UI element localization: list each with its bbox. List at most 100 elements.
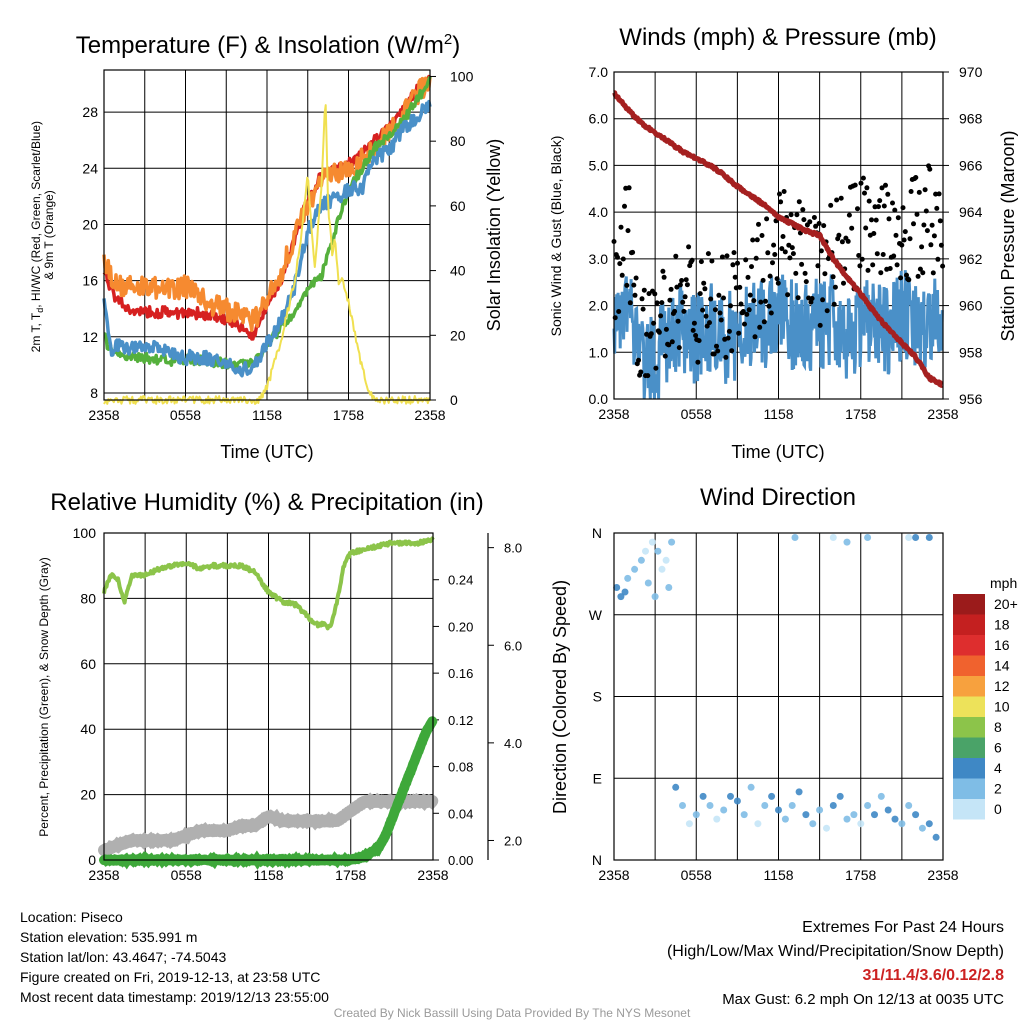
humidity-x-ticks: 2358 0558 1158 1758 2358 xyxy=(88,867,448,883)
gust-point xyxy=(803,279,809,285)
gust-point xyxy=(619,272,625,278)
legend-swatch xyxy=(953,676,985,697)
gust-point xyxy=(745,274,751,280)
gust-point xyxy=(880,252,886,257)
gust-point xyxy=(927,166,933,172)
extremes-subtitle: (High/Low/Max Wind/Precipitation/Snow De… xyxy=(666,943,1004,960)
gust-point xyxy=(787,255,793,261)
gust-point xyxy=(790,251,796,257)
gust-point xyxy=(667,297,673,303)
gust-point xyxy=(768,310,774,316)
winds-y2-ticks: 956 958 960 962 964 966 968 970 xyxy=(943,64,983,407)
gust-point xyxy=(856,253,862,258)
gust-point xyxy=(779,246,785,252)
gust-point xyxy=(772,252,778,257)
gust-point xyxy=(885,191,891,197)
temperature-xtick-label: 0558 xyxy=(170,407,201,423)
gust-point xyxy=(640,306,646,312)
humidity-y2-ticks: 0.00 0.04 0.08 0.12 0.16 0.20 0.24 xyxy=(433,573,473,868)
wind-direction-point xyxy=(829,802,837,809)
gust-point xyxy=(631,282,637,288)
gust-point xyxy=(871,231,877,236)
wind-direction-ytick-label: N xyxy=(592,852,602,868)
gust-point xyxy=(661,274,667,280)
gust-point xyxy=(646,291,652,297)
wind-direction-point xyxy=(925,534,933,541)
credit-text: Created By Nick Bassill Using Data Provi… xyxy=(333,1006,691,1020)
gust-point xyxy=(743,257,749,263)
temperature-xtick-label: 2358 xyxy=(414,407,445,423)
winds-y2tick-label: 970 xyxy=(959,64,983,80)
gust-point xyxy=(682,294,688,300)
temperature-plot-frame xyxy=(103,69,431,401)
wind-direction-point xyxy=(685,820,693,828)
gust-point xyxy=(641,287,647,293)
gust-point xyxy=(908,189,914,194)
gust-point xyxy=(690,327,696,333)
winds-ytick-label: 6.0 xyxy=(589,111,609,127)
wind-direction-x-ticks: 2358 0558 1158 1758 2358 xyxy=(598,867,958,883)
legend-label: 0 xyxy=(994,801,1002,817)
wind-direction-point xyxy=(857,820,865,828)
gust-point xyxy=(718,317,724,323)
gust-point xyxy=(754,237,760,243)
gust-point xyxy=(703,313,709,319)
legend-swatch xyxy=(953,799,985,820)
wind-direction-point xyxy=(816,806,824,814)
humidity-ytick-label: 0 xyxy=(88,852,96,868)
gust-point xyxy=(849,225,855,231)
gust-point xyxy=(774,276,780,282)
gust-point xyxy=(869,217,874,223)
gust-point xyxy=(858,180,864,186)
gust-point xyxy=(645,373,651,379)
gust-point xyxy=(921,222,927,228)
gust-point xyxy=(777,191,782,197)
gust-point xyxy=(801,217,807,223)
gust-point xyxy=(789,245,795,251)
gust-point xyxy=(917,266,923,272)
wind-direction-ytick-label: S xyxy=(593,689,602,705)
wind-direction-point xyxy=(733,797,741,805)
gust-point xyxy=(747,292,753,298)
gust-point xyxy=(781,189,787,194)
gust-point xyxy=(902,229,908,235)
gust-point xyxy=(788,212,794,218)
gust-point xyxy=(893,232,899,238)
gust-point xyxy=(916,189,922,195)
gust-point xyxy=(911,221,916,227)
wind-direction-point xyxy=(905,802,913,809)
legend-label: 2 xyxy=(994,781,1002,797)
gust-point xyxy=(855,206,860,212)
humidity-y2tick-label: 0.20 xyxy=(448,619,473,634)
temperature-ytick-label: 24 xyxy=(82,160,98,176)
legend-label: 6 xyxy=(994,740,1002,756)
wind-direction-point xyxy=(864,534,872,541)
wind-direction-point xyxy=(877,792,885,800)
gust-point xyxy=(859,256,865,262)
temperature-xtick-label: 1758 xyxy=(333,407,364,423)
temperature-x-ticks: 2358 0558 1158 1758 2358 xyxy=(88,407,445,423)
gust-point xyxy=(663,326,669,332)
gust-point xyxy=(702,286,708,292)
extremes-values: 31/11.4/3.6/0.12/2.8 xyxy=(862,967,1004,984)
temperature-y2-ticks: 0 20 40 60 80 100 xyxy=(430,68,474,408)
wind-direction-point xyxy=(644,579,652,587)
gust-point xyxy=(876,204,881,210)
wind-direction-point xyxy=(932,833,940,841)
gust-point xyxy=(737,284,743,290)
humidity-title: Relative Humidity (%) & Precipitation (i… xyxy=(50,489,483,516)
gust-point xyxy=(811,215,817,220)
winds-xtick-label: 1758 xyxy=(845,406,876,422)
gust-point xyxy=(782,249,788,255)
gust-point xyxy=(934,205,940,211)
gust-point xyxy=(689,257,695,263)
temperature-ytick-label: 12 xyxy=(82,329,98,345)
gust-point xyxy=(698,259,704,265)
temperature-y-ticks: 8 12 16 20 24 28 xyxy=(82,104,98,401)
wind-direction-y-ticks: N E S W N xyxy=(589,525,603,868)
gust-point xyxy=(654,300,660,306)
wind-direction-point xyxy=(775,806,782,814)
gust-point xyxy=(707,320,712,326)
wind-direction-ylabel: Direction (Colored By Speed) xyxy=(550,580,570,814)
